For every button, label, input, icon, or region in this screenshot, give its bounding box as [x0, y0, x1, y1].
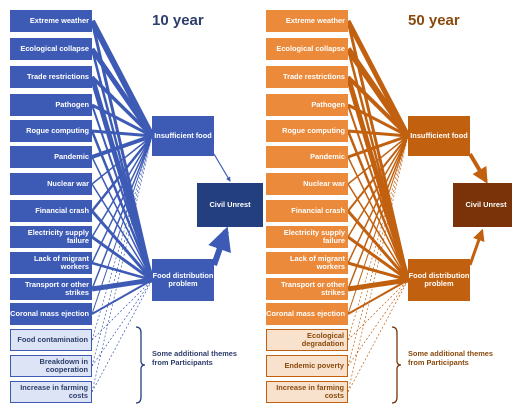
additional-theme-box: Breakdown in cooperation — [10, 355, 92, 377]
arrow-cause-to-insufficient-food — [91, 103, 153, 138]
cause-box: Coronal mass ejection — [10, 303, 92, 325]
arrow-cause-to-insufficient-food — [347, 135, 409, 315]
arrow-cause-to-insufficient-food — [345, 47, 411, 138]
additional-theme-box: Increase in farming costs — [10, 381, 92, 403]
dashed-link-to-insufficient-food — [347, 135, 409, 341]
cause-box: Electricity supply failure — [10, 226, 92, 248]
arrow-distribution-problem-to-civil-unrest — [208, 226, 231, 266]
cause-box: Pathogen — [266, 94, 348, 116]
arrow-cause-to-distribution-problem — [347, 235, 409, 282]
insufficient-food-box: Insufficient food — [408, 116, 470, 156]
cause-box: Pandemic — [266, 146, 348, 168]
arrow-insufficient-food-to-civil-unrest — [468, 152, 488, 184]
arrow-cause-to-insufficient-food — [91, 135, 153, 185]
arrow-cause-to-insufficient-food — [347, 135, 409, 185]
arrow-cause-to-distribution-problem — [91, 277, 153, 292]
cause-box: Pandemic — [10, 146, 92, 168]
arrow-cause-to-distribution-problem — [91, 156, 153, 281]
arrow-cause-to-distribution-problem — [346, 210, 410, 281]
dashed-link-to-distribution-problem — [91, 279, 153, 367]
arrow-cause-to-distribution-problem — [347, 156, 409, 281]
cause-box: Coronal mass ejection — [266, 303, 348, 325]
dashed-link-to-distribution-problem — [91, 279, 153, 393]
arrow-cause-to-insufficient-food — [91, 135, 153, 290]
dashed-link-to-distribution-problem — [347, 279, 409, 393]
civil-unrest-box: Civil Unrest — [197, 183, 263, 227]
cause-box: Extreme weather — [10, 10, 92, 32]
arrow-distribution-problem-to-civil-unrest — [468, 228, 485, 266]
arrow-cause-to-distribution-problem — [347, 279, 409, 315]
arrow-cause-to-insufficient-food — [347, 103, 409, 138]
arrow-cause-to-insufficient-food — [91, 135, 153, 264]
arrow-insufficient-food-to-civil-unrest — [213, 153, 231, 182]
cause-box: Transport or other strikes — [266, 278, 348, 300]
cause-box: Lack of migrant workers — [266, 252, 348, 274]
panel-title: 50 year — [408, 12, 460, 29]
arrow-cause-to-insufficient-food — [89, 19, 155, 138]
distribution-problem-box: Food distribution problem — [408, 259, 470, 301]
arrow-cause-to-insufficient-food — [90, 75, 154, 138]
cause-box: Rogue computing — [266, 120, 348, 142]
arrow-cause-to-distribution-problem — [91, 261, 153, 282]
insufficient-food-box: Insufficient food — [152, 116, 214, 156]
cause-box: Ecological collapse — [266, 38, 348, 60]
arrow-cause-to-distribution-problem — [91, 235, 153, 282]
arrow-cause-to-insufficient-food — [91, 134, 153, 159]
additional-theme-box: Endemic poverty — [266, 355, 348, 377]
cause-box: Pathogen — [10, 94, 92, 116]
dashed-link-to-distribution-problem — [347, 279, 409, 367]
cause-box: Financial crash — [10, 200, 92, 222]
arrow-cause-to-insufficient-food — [347, 135, 409, 264]
cause-box: Transport or other strikes — [10, 278, 92, 300]
cause-box: Trade restrictions — [10, 66, 92, 88]
cause-box: Trade restrictions — [266, 66, 348, 88]
arrow-cause-to-insufficient-food — [347, 135, 409, 212]
additional-theme-box: Increase in farming costs — [266, 381, 348, 403]
arrow-cause-to-distribution-problem — [347, 277, 409, 292]
additional-theme-box: Food contamination — [10, 329, 92, 351]
panel-title: 10 year — [152, 12, 204, 29]
arrow-cause-to-insufficient-food — [347, 135, 409, 290]
arrow-cause-to-distribution-problem — [91, 279, 153, 315]
arrow-cause-to-distribution-problem — [90, 210, 154, 281]
arrow-cause-to-distribution-problem — [91, 104, 153, 281]
cause-box: Nuclear war — [266, 173, 348, 195]
cause-box: Nuclear war — [10, 173, 92, 195]
cause-box: Rogue computing — [10, 120, 92, 142]
arrow-cause-to-insufficient-food — [91, 135, 153, 315]
arrow-cause-to-insufficient-food — [89, 47, 155, 138]
cause-box: Electricity supply failure — [266, 226, 348, 248]
arrow-cause-to-insufficient-food — [347, 134, 409, 159]
dashed-link-to-insufficient-food — [91, 135, 153, 341]
additional-themes-bracket — [391, 326, 402, 404]
cause-box: Financial crash — [266, 200, 348, 222]
arrow-cause-to-insufficient-food — [91, 135, 153, 212]
arrow-cause-to-distribution-problem — [90, 130, 154, 281]
cause-box: Extreme weather — [266, 10, 348, 32]
additional-themes-note: Some additional themes from Participants — [152, 349, 238, 367]
additional-theme-box: Ecological degradation — [266, 329, 348, 351]
arrow-cause-to-distribution-problem — [347, 104, 409, 281]
arrow-cause-to-insufficient-food — [347, 135, 409, 238]
cause-box: Lack of migrant workers — [10, 252, 92, 274]
arrow-cause-to-insufficient-food — [91, 129, 153, 138]
arrow-cause-to-insufficient-food — [346, 75, 410, 138]
distribution-problem-box: Food distribution problem — [152, 259, 214, 301]
cause-box: Ecological collapse — [10, 38, 92, 60]
arrow-cause-to-distribution-problem — [346, 130, 410, 281]
civil-unrest-box: Civil Unrest — [453, 183, 512, 227]
arrow-cause-to-insufficient-food — [347, 129, 409, 138]
arrow-cause-to-distribution-problem — [347, 261, 409, 282]
arrow-cause-to-insufficient-food — [91, 135, 153, 238]
additional-themes-note: Some additional themes from Participants — [408, 349, 494, 367]
additional-themes-bracket — [135, 326, 146, 404]
